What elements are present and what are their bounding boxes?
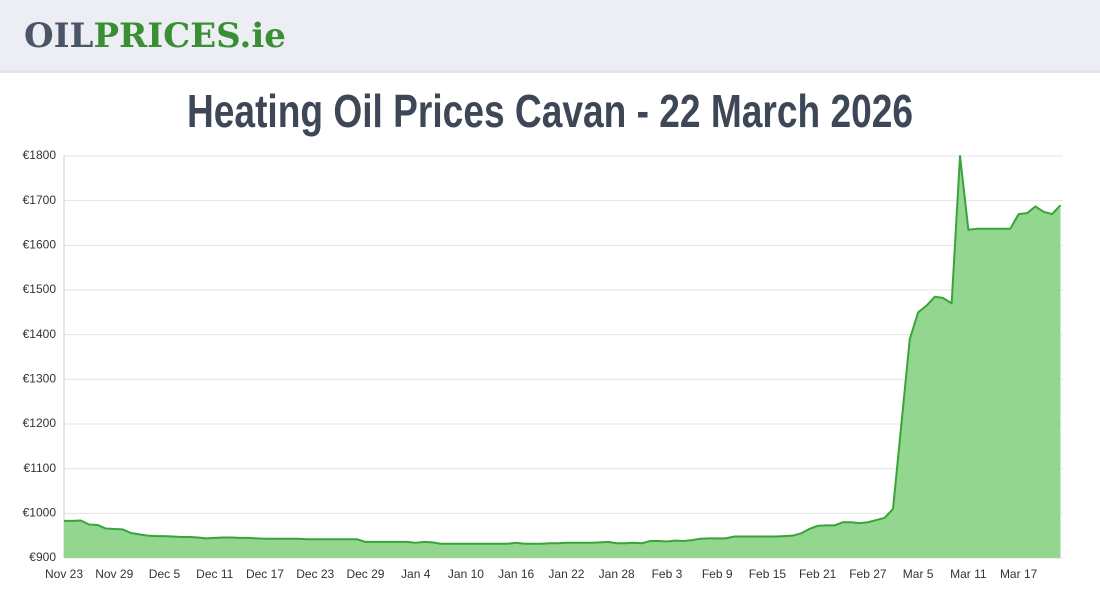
x-tick-label: Feb 15 — [749, 567, 787, 581]
price-line — [64, 155, 1062, 545]
x-tick-label: Jan 10 — [448, 567, 484, 581]
y-tick-label: €900 — [29, 550, 56, 564]
y-tick-label: €1100 — [24, 461, 57, 475]
x-tick-label: Mar 5 — [903, 567, 934, 581]
logo-green: PRICES.ie — [93, 16, 285, 56]
x-tick-label: Feb 3 — [652, 567, 683, 581]
y-tick-label: €1700 — [23, 193, 57, 207]
x-tick-label: Feb 21 — [799, 567, 837, 581]
x-tick-label: Mar 17 — [1000, 567, 1038, 581]
y-tick-label: €1200 — [23, 416, 57, 430]
y-tick-label: €1400 — [23, 327, 57, 341]
x-tick-label: Dec 23 — [296, 567, 334, 581]
logo[interactable]: OILPRICES.ie — [24, 16, 286, 56]
x-tick-label: Jan 22 — [548, 567, 584, 581]
x-tick-label: Dec 5 — [149, 567, 181, 581]
x-tick-label: Nov 29 — [95, 567, 133, 581]
y-tick-label: €1500 — [23, 282, 57, 296]
x-tick-label: Jan 16 — [498, 567, 534, 581]
x-tick-label: Jan 28 — [599, 567, 635, 581]
x-tick-label: Feb 9 — [702, 567, 733, 581]
x-tick-label: Mar 11 — [950, 567, 987, 581]
y-tick-label: €1800 — [23, 148, 57, 162]
y-tick-label: €1300 — [23, 372, 57, 386]
y-tick-label: €1600 — [23, 238, 57, 252]
chart-title: Heating Oil Prices Cavan - 22 March 2026 — [187, 85, 913, 137]
logo-dark: OIL — [24, 16, 94, 56]
area-fill — [64, 156, 1061, 558]
x-tick-label: Dec 29 — [346, 567, 384, 581]
x-tick-label: Nov 23 — [45, 567, 83, 581]
header-shadow — [0, 70, 1100, 73]
x-tick-label: Feb 27 — [849, 567, 887, 581]
x-tick-label: Dec 17 — [246, 567, 284, 581]
x-tick-label: Dec 11 — [196, 567, 233, 581]
y-tick-label: €1000 — [23, 506, 57, 520]
x-tick-label: Jan 4 — [401, 567, 431, 581]
header-bar — [0, 0, 1100, 70]
